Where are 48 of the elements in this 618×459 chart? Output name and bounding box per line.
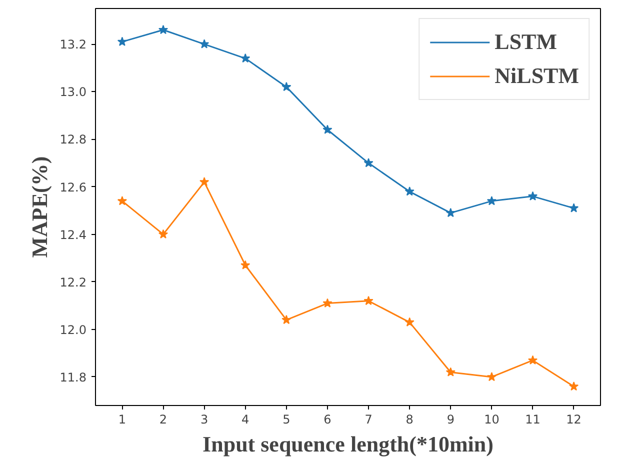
- y-tick-label: 13.2: [60, 38, 86, 52]
- point: [569, 203, 579, 212]
- point: [322, 298, 332, 308]
- point: [117, 36, 127, 46]
- y-tick-label: 12.4: [60, 228, 86, 242]
- point: [240, 260, 250, 270]
- point: [240, 53, 250, 63]
- x-tick-label: 9: [446, 412, 454, 426]
- point: [446, 208, 456, 218]
- y-tick-label: 12.0: [60, 322, 86, 337]
- point: [528, 191, 538, 200]
- point: [322, 124, 332, 134]
- y-axis-title: MAPE(%): [26, 156, 52, 258]
- x-tick-label: 8: [406, 412, 414, 426]
- y-tick-label: 12.2: [60, 275, 86, 290]
- point: [528, 355, 538, 364]
- point: [569, 381, 579, 391]
- point: [200, 39, 210, 48]
- point: [404, 317, 414, 326]
- y-tick-label: 12.8: [60, 132, 86, 147]
- point: [364, 296, 374, 306]
- point: [158, 229, 168, 238]
- point: [117, 196, 127, 206]
- legend-label: LSTM: [494, 29, 557, 55]
- x-tick-label: 2: [159, 412, 168, 426]
- point: [486, 372, 496, 382]
- point: [282, 314, 292, 324]
- x-tick-label: 6: [324, 412, 332, 426]
- x-tick-label: 3: [200, 412, 208, 426]
- point: [446, 367, 456, 376]
- x-tick-label: 12: [566, 412, 582, 426]
- x-tick-label: 4: [242, 412, 250, 426]
- x-tick-label: 1: [118, 412, 126, 426]
- x-tick-label: 10: [484, 412, 500, 426]
- point: [486, 196, 496, 206]
- point: [404, 186, 414, 196]
- x-tick-label: 5: [282, 412, 290, 426]
- point: [364, 158, 374, 168]
- legend-label: NiLSTM: [494, 63, 579, 89]
- x-tick-label: 7: [364, 412, 372, 426]
- point: [200, 177, 210, 186]
- point: [158, 24, 168, 34]
- y-tick-label: 12.6: [60, 180, 86, 194]
- y-tick-label: 11.8: [60, 370, 86, 384]
- y-tick-label: 13.0: [60, 85, 86, 100]
- x-axis-title: Input sequence length(*10min): [202, 432, 494, 456]
- point: [282, 82, 292, 92]
- x-tick-label: 11: [525, 412, 540, 426]
